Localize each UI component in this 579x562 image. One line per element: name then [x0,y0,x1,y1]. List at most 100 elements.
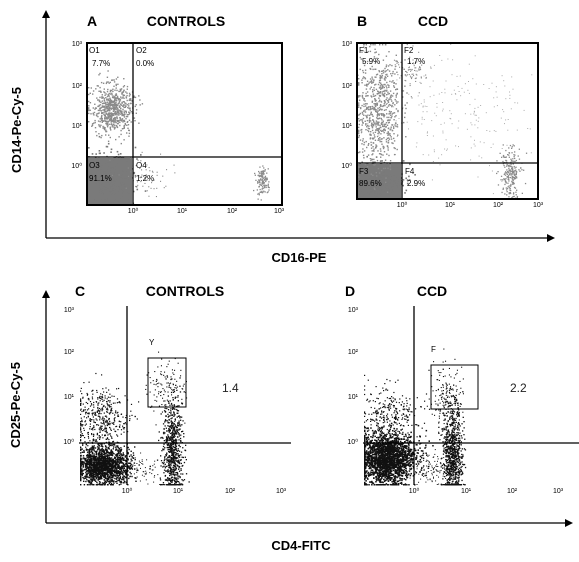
panel-b-event [396,71,398,73]
panel-b-event [376,167,379,169]
panel-c-event [116,471,118,473]
panel-c-event [97,476,99,478]
panel-c-event [80,449,82,451]
panel-c-event [120,453,122,455]
panel-c-event [97,459,100,462]
panel-a-event [102,191,105,194]
panel-c-event [99,461,101,463]
panel-b-event [360,192,362,194]
panel-b-event [475,119,477,121]
panel-a-event [99,179,102,181]
panel-c-event [85,470,88,472]
panel-a-event [267,191,269,193]
panel-c-event [95,452,98,454]
panel-b-event [515,159,517,162]
panel-b-event [387,127,390,130]
panel-a-event [103,175,105,177]
panel-a-event [113,192,115,194]
panel-c-event [103,458,105,460]
panel-b-event [358,113,361,116]
panel-c-event [125,470,127,472]
panel-c-event [128,448,130,451]
panel-c-event [89,451,91,453]
panel-b-event [450,118,452,120]
panel-b-event [513,186,516,189]
panel-c-event [80,467,82,470]
panel-b-event [371,127,374,129]
panel-b-event [373,89,375,91]
panel-a-event [102,173,105,175]
panel-a-event [115,101,117,104]
panel-b-event [443,122,445,124]
panel-a-event [113,114,115,117]
panel-b-event [454,93,456,95]
panel-b-event [473,111,475,113]
panel-b-event [470,122,472,124]
panel-b-event [358,132,360,135]
panel-a-event [94,121,96,124]
panel-a-event [114,197,117,199]
panel-a-event [111,181,114,184]
panel-b-event [366,80,369,82]
panel-b-event [383,190,386,192]
panel-b-event [382,167,385,170]
panel-c-event [103,476,105,478]
panel-b-event [364,69,367,71]
panel-b-event [425,76,427,78]
panel-b-event [394,116,396,118]
panel-a-event [93,184,95,187]
panel-c-event [105,448,107,450]
panel-b-event [391,178,394,180]
panel-c-event [120,470,122,472]
panel-a-event [260,173,262,175]
panel-c-event [108,478,110,481]
panel-a-event [100,106,102,109]
panel-c-event [113,453,115,455]
panel-b-event [382,185,385,188]
panel-b-event [370,124,373,127]
panel-b-event [375,76,377,78]
panel-b-event [365,105,367,107]
panel-c-event [94,479,96,482]
panel-a-event [94,119,96,122]
panel-c-event [110,450,113,452]
panel-b-event [370,113,372,115]
panel-c-event [82,470,84,472]
panel-c-event [98,448,101,450]
panel-b-event [503,173,505,176]
panel-a-event [122,175,124,178]
panel-a-event [95,88,97,90]
panel-a-event [109,93,112,95]
panel-c-event [116,466,119,468]
panel-b-event [383,94,385,96]
panel-a-event [261,170,263,173]
panel-b-event [387,194,390,197]
panel-b-event [490,147,492,148]
panel-b-event [409,62,411,64]
panel-b-event [394,147,396,150]
panel-b-event [389,172,391,175]
panel-b-event [519,170,521,172]
top-x-axis-title: CD16-PE [272,250,327,265]
panel-b-event [371,82,373,84]
panel-a-event [124,122,126,125]
panel-a-event [100,136,102,139]
panel-c-event [111,462,113,464]
panel-c-event [117,472,120,474]
panel-c-event [88,456,91,458]
panel-b-event [381,180,384,182]
panel-b-event [515,191,517,193]
panel-b-event [358,169,361,171]
panel-a-event [263,187,266,189]
panel-b-event [415,146,417,148]
panel-b-event [366,172,369,174]
panel-c-event [91,457,93,460]
panel-a-event [104,127,106,129]
panel-a-event [113,176,115,178]
panel-c-event [112,480,114,482]
panel-b-event [376,93,378,95]
panel-b-event [366,103,368,105]
panel-b-event [362,138,364,140]
panel-a-event [106,90,109,93]
panel-a-event [126,170,128,172]
